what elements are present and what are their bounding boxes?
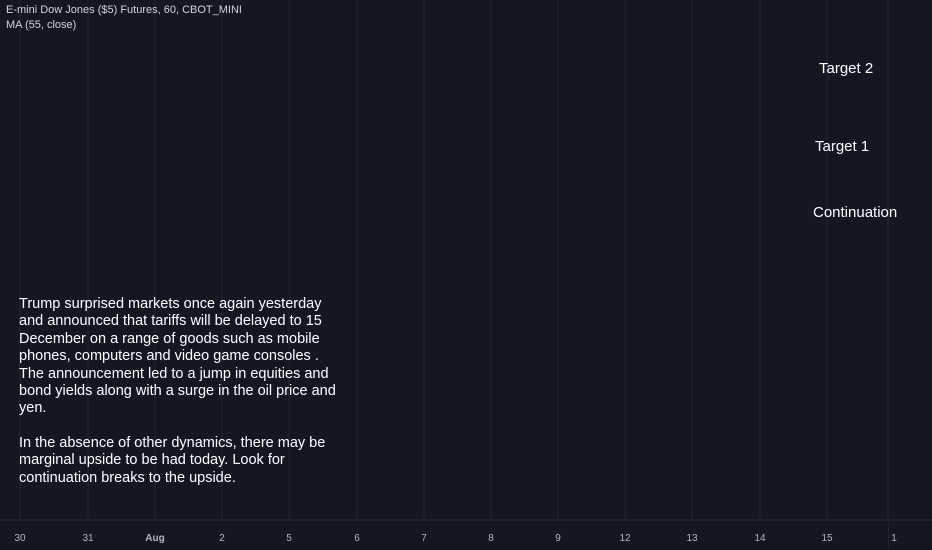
- price-axis: [888, 0, 932, 550]
- x-tick-label: 1: [891, 533, 897, 544]
- commentary-note: Trump surprised markets once again yeste…: [19, 296, 339, 487]
- time-axis: [0, 520, 888, 550]
- x-tick-label: 6: [354, 533, 360, 544]
- x-tick-label: 14: [754, 533, 766, 544]
- indicator-label[interactable]: MA (55, close): [6, 19, 77, 31]
- commentary-paragraph-1: Trump surprised markets once again yeste…: [19, 296, 336, 417]
- continuation-label: Continuation: [813, 204, 898, 221]
- x-tick-label: 8: [488, 533, 494, 544]
- x-tick-label: 31: [82, 533, 94, 544]
- target-1-label: Target 1: [815, 138, 870, 155]
- x-tick-label: 2: [219, 533, 225, 544]
- x-tick-label: 15: [821, 533, 833, 544]
- target-2-label: Target 2: [819, 60, 874, 77]
- x-tick-label: 12: [619, 533, 631, 544]
- chart-title: E-mini Dow Jones ($5) Futures, 60, CBOT_…: [6, 4, 242, 16]
- commentary-paragraph-2: In the absence of other dynamics, there …: [19, 434, 326, 486]
- x-tick-label: 13: [686, 533, 698, 544]
- x-tick-label: Aug: [145, 533, 164, 544]
- x-tick-label: 30: [14, 533, 26, 544]
- x-tick-label: 7: [421, 533, 427, 544]
- x-tick-label: 5: [286, 533, 292, 544]
- x-tick-label: 9: [555, 533, 561, 544]
